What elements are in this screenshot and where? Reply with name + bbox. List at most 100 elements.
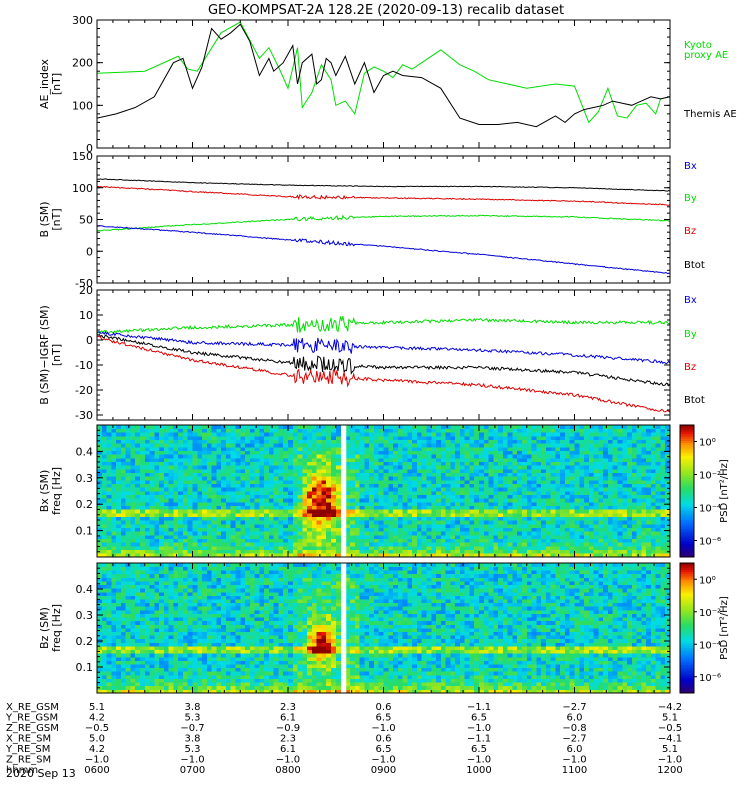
spectrogram-cell — [245, 480, 251, 485]
spectrogram-cell — [135, 447, 141, 452]
spectrogram-cell — [292, 461, 298, 466]
spectrogram-cell — [421, 549, 427, 554]
spectrogram-cell — [101, 439, 107, 444]
spectrogram-cell — [378, 447, 384, 452]
spectrogram-cell — [259, 509, 265, 514]
spectrogram-cell — [240, 542, 246, 547]
spectrogram-cell — [603, 502, 609, 507]
spectrogram-cell — [163, 505, 170, 510]
spectrogram-cell — [292, 439, 298, 444]
spectrogram-cell — [302, 461, 308, 466]
spectrogram-cell — [364, 516, 370, 521]
spectrogram-cell — [135, 465, 141, 470]
spectrogram-cell — [655, 502, 661, 507]
spectrogram-cell — [536, 447, 542, 452]
spectrogram-cell — [412, 447, 418, 452]
spectrogram-cell — [517, 524, 523, 529]
spectrogram-cell — [660, 450, 666, 455]
series-line-b-bz — [97, 185, 670, 206]
spectrogram-cell — [603, 458, 609, 463]
spectrogram-cell — [116, 546, 122, 551]
spectrogram-cell — [173, 436, 179, 441]
spectrogram-cell — [574, 516, 580, 521]
spectrogram-cell — [359, 469, 365, 474]
spectrogram-cell — [555, 425, 561, 430]
spectrogram-cell — [407, 538, 413, 543]
spectrogram-cell — [97, 631, 103, 636]
y-tick-label-dbirgf-3: 0 — [86, 334, 93, 347]
spectrogram-cell — [101, 624, 107, 629]
spectrogram-cell — [364, 542, 370, 547]
spectrogram-cell — [612, 516, 618, 521]
spectrogram-cell — [641, 465, 647, 470]
spectrogram-cell — [135, 498, 141, 503]
spectrogram-cell — [665, 425, 671, 430]
spectrogram-cell — [125, 516, 131, 521]
spectrogram-cell — [259, 461, 265, 466]
spectrogram-cell — [421, 458, 427, 463]
spectrogram-cell — [283, 472, 289, 477]
spectrogram-cell — [283, 520, 289, 525]
spectrogram-cell — [264, 553, 270, 558]
spectrogram-cell — [440, 425, 446, 430]
spectrogram-cell — [459, 443, 466, 448]
spectrogram-cell — [397, 527, 404, 532]
spectrogram-cell — [488, 527, 494, 532]
spectrogram-cell — [502, 494, 509, 499]
spectrogram-cell — [359, 491, 365, 496]
spectrogram-cell — [149, 472, 155, 477]
spectrogram-cell — [574, 524, 580, 529]
spectrogram-cell — [536, 546, 542, 551]
spectrogram-cell — [130, 546, 136, 551]
spectrogram-cell — [192, 546, 198, 551]
spectrogram-cell — [564, 546, 571, 551]
spectrogram-cell — [330, 458, 337, 463]
spectrogram-cell — [622, 527, 628, 532]
spectrogram-cell — [149, 535, 155, 540]
spectrogram-cell — [264, 505, 270, 510]
spectrogram-cell — [655, 498, 661, 503]
spectrogram-cell — [498, 498, 504, 503]
spectrogram-cell — [388, 520, 394, 525]
spectrogram-cell — [135, 487, 141, 492]
spectrogram-cell — [479, 520, 485, 525]
spectrogram-cell — [469, 487, 475, 492]
spectrogram-cell — [603, 494, 609, 499]
spectrogram-cell — [493, 494, 499, 499]
spectrogram-cell — [264, 494, 270, 499]
spectrogram-cell — [531, 520, 537, 525]
spectrogram-cell — [335, 476, 341, 481]
spectrogram-cell — [603, 443, 609, 448]
spectrogram-cell — [479, 483, 485, 488]
spectrogram-cell — [612, 527, 618, 532]
spectrogram-cell — [264, 546, 270, 551]
spectrogram-cell — [302, 428, 308, 433]
spectrogram-cell — [321, 498, 327, 503]
spectrogram-cell — [479, 524, 485, 529]
spectrogram-cell — [598, 546, 604, 551]
spectrogram-cell — [101, 606, 107, 611]
spectrogram-cell — [101, 531, 107, 536]
spectrogram-cell — [612, 546, 618, 551]
spectrogram-cell — [431, 513, 437, 518]
spectrogram-cell — [116, 428, 122, 433]
spectrogram-cell — [574, 447, 580, 452]
spectrogram-cell — [345, 505, 351, 510]
spectrogram-cell — [593, 542, 599, 547]
spectrogram-cell — [646, 502, 652, 507]
spectrogram-cell — [211, 425, 217, 430]
spectrogram-cell — [440, 428, 446, 433]
spectrogram-cell — [431, 527, 437, 532]
spectrogram-cell — [445, 502, 451, 507]
spectrogram-cell — [311, 538, 318, 543]
spectrogram-cell — [221, 549, 227, 554]
spectrogram-cell — [593, 458, 599, 463]
spectrogram-cell — [416, 469, 423, 474]
spectrogram-cell — [636, 454, 642, 459]
spectrogram-cell — [407, 491, 413, 496]
spectrogram-cell — [354, 531, 361, 536]
spectrogram-cell — [97, 646, 103, 651]
spectrogram-cell — [330, 487, 337, 492]
spectrogram-cell — [421, 425, 427, 430]
spectrogram-cell — [197, 476, 203, 481]
